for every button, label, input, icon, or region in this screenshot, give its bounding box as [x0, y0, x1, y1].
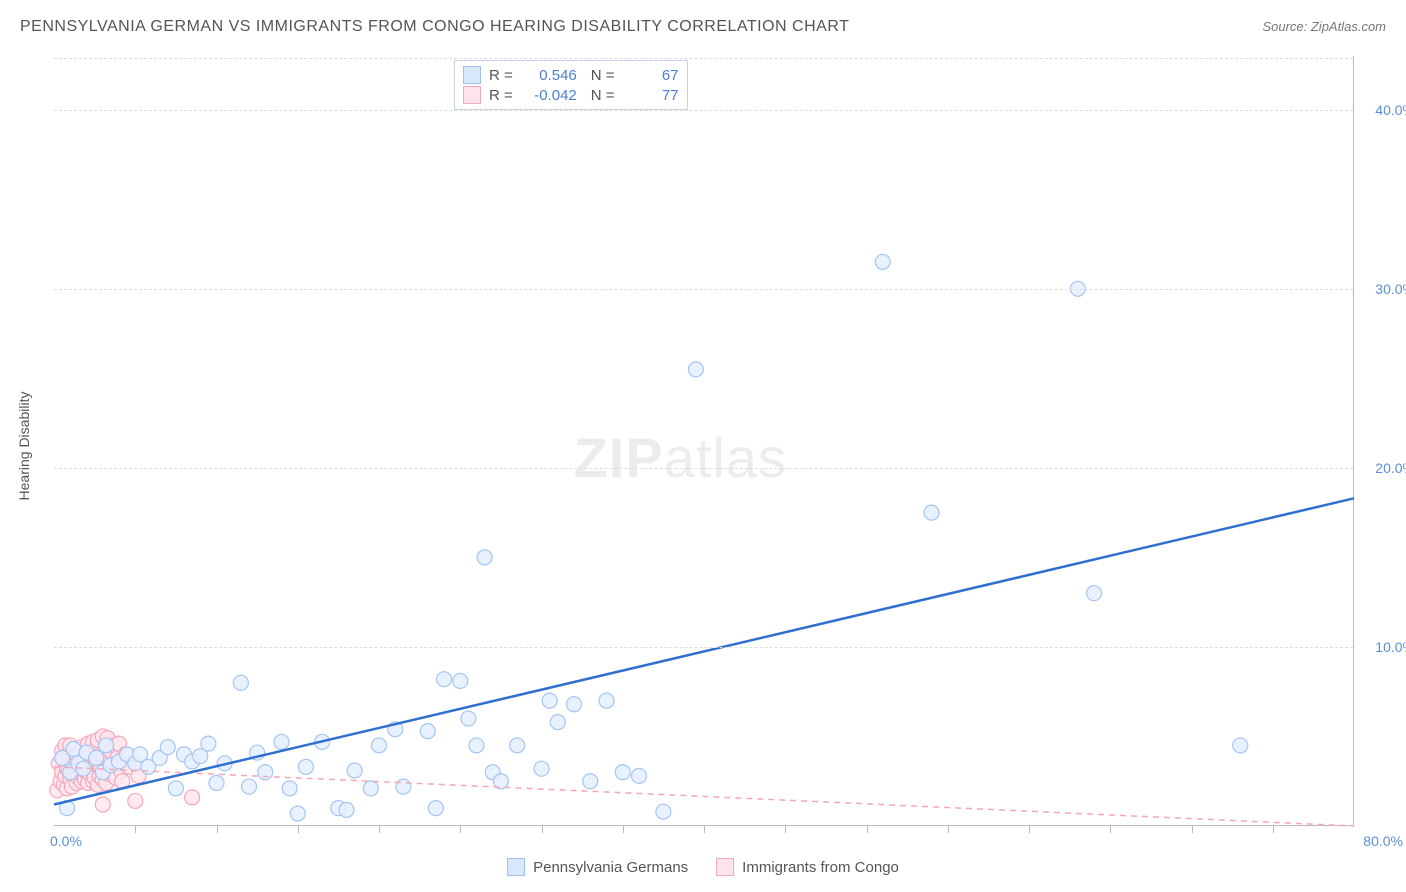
x-tick: [1110, 825, 1111, 833]
legend-item: Pennsylvania Germans: [507, 858, 688, 876]
point-pennsylvania-german: [924, 505, 939, 520]
x-tick: [460, 825, 461, 833]
point-pennsylvania-german: [477, 550, 492, 565]
x-tick: [1029, 825, 1030, 833]
legend-label: Pennsylvania Germans: [533, 859, 688, 876]
x-tick: [217, 825, 218, 833]
point-pennsylvania-german: [89, 750, 104, 765]
point-pennsylvania-german: [201, 736, 216, 751]
point-pennsylvania-german: [290, 806, 305, 821]
y-axis-title: Hearing Disability: [16, 392, 32, 501]
point-pennsylvania-german: [274, 734, 289, 749]
gridline-h: [54, 647, 1353, 648]
x-tick: [1273, 825, 1274, 833]
point-pennsylvania-german: [599, 693, 614, 708]
point-pennsylvania-german: [339, 802, 354, 817]
point-pennsylvania-german: [282, 781, 297, 796]
point-pennsylvania-german: [298, 759, 313, 774]
x-tick: [1192, 825, 1193, 833]
legend-item: Immigrants from Congo: [716, 858, 899, 876]
x-tick: [785, 825, 786, 833]
gridline-h: [54, 468, 1353, 469]
x-tick: [948, 825, 949, 833]
point-pennsylvania-german: [437, 672, 452, 687]
x-axis-max-label: 80.0%: [1363, 833, 1403, 849]
gridline-h: [54, 289, 1353, 290]
legend-label: Immigrants from Congo: [742, 859, 899, 876]
x-tick: [379, 825, 380, 833]
chart-title: PENNSYLVANIA GERMAN VS IMMIGRANTS FROM C…: [20, 18, 849, 36]
x-tick: [704, 825, 705, 833]
point-pennsylvania-german: [160, 740, 175, 755]
point-pennsylvania-german: [632, 768, 647, 783]
point-pennsylvania-german: [453, 673, 468, 688]
point-pennsylvania-german: [99, 738, 114, 753]
point-pennsylvania-german: [347, 763, 362, 778]
point-congo-immigrant: [128, 793, 143, 808]
scatter-plot-svg: [54, 56, 1353, 825]
y-tick-label: 30.0%: [1360, 281, 1406, 297]
x-tick: [298, 825, 299, 833]
trendline-pennsylvania-german: [54, 498, 1354, 804]
bottom-legend: Pennsylvania Germans Immigrants from Cong…: [0, 858, 1406, 876]
point-pennsylvania-german: [396, 779, 411, 794]
plot-area: ZIPatlas R =0.546N =67R =-0.042N =77 0.0…: [54, 56, 1354, 826]
point-pennsylvania-german: [420, 724, 435, 739]
point-congo-immigrant: [95, 797, 110, 812]
trendline-congo-immigrant: [54, 767, 1354, 826]
gridline-h: [54, 58, 1353, 59]
point-pennsylvania-german: [583, 774, 598, 789]
point-pennsylvania-german: [363, 781, 378, 796]
point-pennsylvania-german: [209, 776, 224, 791]
point-pennsylvania-german: [542, 693, 557, 708]
point-pennsylvania-german: [168, 781, 183, 796]
legend-swatch: [507, 858, 525, 876]
point-pennsylvania-german: [534, 761, 549, 776]
title-bar: PENNSYLVANIA GERMAN VS IMMIGRANTS FROM C…: [20, 18, 1386, 36]
point-pennsylvania-german: [461, 711, 476, 726]
legend-swatch: [716, 858, 734, 876]
point-pennsylvania-german: [875, 254, 890, 269]
source-label: Source: ZipAtlas.com: [1262, 19, 1386, 34]
point-pennsylvania-german: [1087, 586, 1102, 601]
point-pennsylvania-german: [656, 804, 671, 819]
point-pennsylvania-german: [428, 801, 443, 816]
y-tick-label: 40.0%: [1360, 102, 1406, 118]
x-tick: [623, 825, 624, 833]
point-pennsylvania-german: [615, 765, 630, 780]
point-pennsylvania-german: [1233, 738, 1248, 753]
x-axis-min-label: 0.0%: [50, 833, 82, 849]
point-pennsylvania-german: [233, 675, 248, 690]
gridline-h: [54, 110, 1353, 111]
point-pennsylvania-german: [510, 738, 525, 753]
point-pennsylvania-german: [258, 765, 273, 780]
y-tick-label: 20.0%: [1360, 460, 1406, 476]
point-pennsylvania-german: [567, 697, 582, 712]
point-pennsylvania-german: [688, 362, 703, 377]
point-pennsylvania-german: [242, 779, 257, 794]
point-congo-immigrant: [185, 790, 200, 805]
x-tick: [867, 825, 868, 833]
point-pennsylvania-german: [469, 738, 484, 753]
x-tick: [542, 825, 543, 833]
x-tick: [135, 825, 136, 833]
point-pennsylvania-german: [372, 738, 387, 753]
y-tick-label: 10.0%: [1360, 639, 1406, 655]
point-pennsylvania-german: [550, 715, 565, 730]
